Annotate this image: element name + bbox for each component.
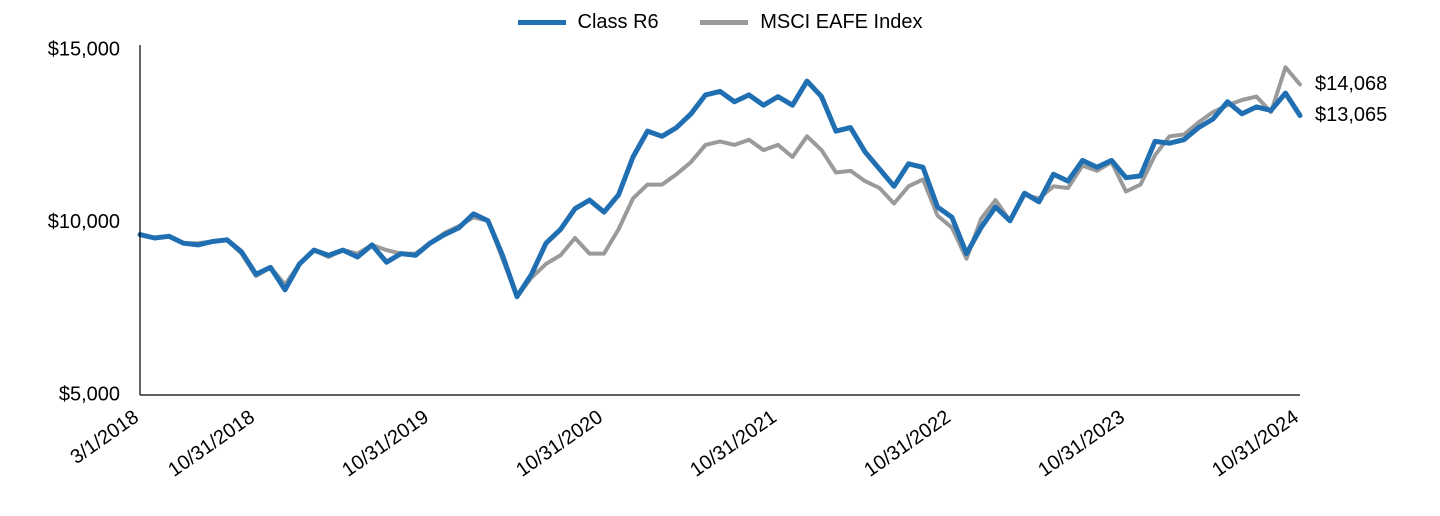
svg-text:$14,068: $14,068: [1315, 73, 1387, 95]
svg-text:3/1/2018: 3/1/2018: [66, 406, 142, 469]
legend-label: Class R6: [578, 11, 659, 34]
chart-svg: $5,000 $10,000 $15,000 $14,068 $13,065 3/1/20…: [0, 0, 1440, 516]
growth-chart: Class R6 MSCI EAFE Index $5,000 $10,000 $1…: [0, 0, 1440, 516]
svg-text:$15,000: $15,000: [48, 38, 120, 60]
svg-text:10/31/2019: 10/31/2019: [338, 406, 433, 481]
legend-item: Class R6: [518, 11, 659, 34]
legend-item: MSCI EAFE Index: [700, 11, 922, 34]
svg-text:10/31/2022: 10/31/2022: [860, 406, 955, 481]
legend-label: MSCI EAFE Index: [760, 11, 922, 34]
legend-swatch-msci: [700, 20, 748, 25]
svg-text:$10,000: $10,000: [48, 211, 120, 233]
svg-text:$5,000: $5,000: [59, 383, 120, 405]
svg-text:10/31/2021: 10/31/2021: [686, 406, 781, 481]
svg-text:$13,065: $13,065: [1315, 104, 1387, 126]
svg-text:10/31/2023: 10/31/2023: [1034, 406, 1129, 481]
svg-text:10/31/2018: 10/31/2018: [164, 406, 259, 481]
legend-swatch-class-r6: [518, 20, 566, 25]
svg-text:10/31/2024: 10/31/2024: [1208, 406, 1303, 481]
svg-text:10/31/2020: 10/31/2020: [512, 406, 607, 481]
chart-legend: Class R6 MSCI EAFE Index: [0, 8, 1440, 34]
